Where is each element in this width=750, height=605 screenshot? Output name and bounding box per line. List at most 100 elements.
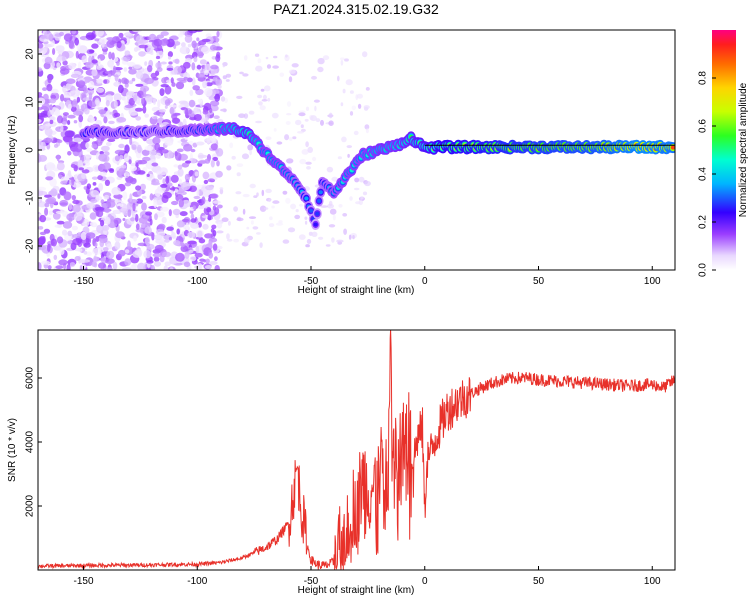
noise-blob (194, 171, 199, 177)
noise-blob (144, 95, 154, 102)
noise-blob (340, 59, 344, 66)
noise-blob (143, 87, 147, 97)
noise-blob (116, 61, 120, 66)
noise-blob (133, 47, 139, 52)
noise-blob (74, 256, 81, 261)
noise-blob (56, 154, 60, 162)
noise-blob (259, 205, 267, 212)
snr-frame (37, 329, 676, 571)
noise-blob (129, 177, 137, 185)
noise-blob (91, 43, 99, 49)
noise-blob (81, 55, 88, 63)
noise-blob (60, 125, 64, 133)
noise-blob (96, 78, 103, 84)
noise-blob (118, 249, 126, 257)
noise-blob (362, 191, 368, 196)
noise-blob (116, 117, 127, 123)
noise-blob (111, 52, 115, 61)
noise-blob (215, 54, 221, 63)
noise-blob (78, 167, 84, 171)
noise-blob (130, 264, 137, 270)
noise-blob (127, 240, 131, 250)
noise-blob (62, 60, 68, 66)
noise-blob (144, 113, 149, 118)
noise-blob (137, 262, 146, 270)
noise-blob (85, 32, 96, 40)
noise-blob (305, 161, 312, 165)
noise-blob (42, 87, 48, 91)
colorbar-tick-label: 0.8 (698, 71, 709, 85)
noise-blob (108, 120, 115, 125)
noise-blob (96, 209, 104, 218)
x-tick-label: -50 (304, 576, 319, 587)
noise-blob (96, 65, 103, 70)
noise-blob (183, 261, 191, 268)
noise-blob (200, 46, 210, 54)
noise-blob (276, 141, 283, 145)
noise-blob (170, 174, 179, 183)
noise-blob (62, 221, 73, 229)
noise-blob (118, 167, 125, 175)
y-tick-label: 4000 (25, 430, 36, 453)
noise-blob (166, 226, 174, 231)
noise-blob (226, 233, 230, 240)
noise-blob (54, 108, 61, 117)
spectrogram-y-ticks: -20 -10 0 10 20 (25, 48, 42, 253)
noise-blob (222, 64, 225, 68)
noise-blob (197, 76, 206, 82)
noise-blob (216, 30, 220, 38)
noise-blob (44, 202, 50, 208)
noise-blob (38, 140, 44, 149)
noise-blob (124, 249, 130, 254)
noise-blob (122, 191, 128, 201)
noise-blob (326, 166, 334, 173)
noise-blob (243, 113, 249, 119)
noise-blob (161, 216, 167, 224)
noise-blob (328, 200, 333, 207)
noise-blob (345, 79, 353, 86)
noise-blob (305, 244, 310, 248)
noise-blob (261, 189, 265, 197)
noise-blob (259, 105, 266, 111)
figure-title: PAZ1.2024.315.02.19.G32 (273, 1, 439, 17)
noise-blob (282, 239, 290, 244)
noise-blob (133, 94, 138, 102)
noise-blob (67, 230, 73, 237)
noise-blob (62, 112, 69, 116)
noise-blob (138, 51, 146, 57)
noise-blob (298, 204, 304, 207)
noise-blob (169, 267, 174, 270)
noise-blob (332, 214, 336, 221)
noise-blob (129, 193, 133, 203)
noise-blob (248, 216, 257, 220)
noise-blob (103, 194, 110, 200)
noise-blob (185, 108, 189, 117)
noise-blob (160, 61, 167, 65)
noise-blob (152, 253, 162, 258)
noise-blob (346, 145, 352, 149)
noise-blob (268, 223, 275, 228)
noise-blob (131, 144, 137, 151)
noise-blob (214, 265, 220, 270)
noise-blob (211, 137, 217, 144)
noise-blob (117, 205, 121, 210)
noise-blob (304, 216, 308, 220)
x-tick-label: 100 (644, 576, 661, 587)
noise-blob (100, 199, 105, 205)
noise-blob (250, 220, 254, 225)
noise-blob (179, 46, 190, 55)
noise-blob (275, 222, 284, 226)
noise-blob (162, 178, 166, 185)
noise-blob (167, 51, 173, 58)
noise-blob (226, 238, 233, 242)
noise-blob (178, 199, 184, 208)
noise-blob (138, 216, 148, 224)
noise-blob (59, 247, 65, 255)
noise-blob (80, 231, 87, 241)
noise-blob (176, 228, 180, 235)
noise-blob (62, 121, 67, 125)
noise-blob (198, 154, 208, 158)
noise-blob (298, 112, 306, 117)
noise-blob (146, 243, 155, 250)
noise-blob (171, 232, 176, 239)
